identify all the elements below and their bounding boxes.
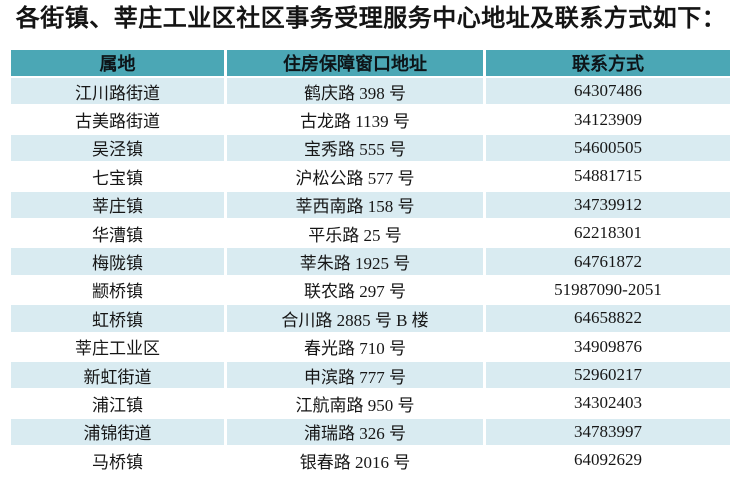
address-cell: 莘朱路 1925 号 [227,248,486,277]
table-row: 七宝镇 沪松公路 577 号 54881715 [11,163,730,192]
address-cell: 江航南路 950 号 [227,390,486,419]
contact-cell: 34302403 [486,390,730,419]
contact-cell: 64761872 [486,248,730,277]
contact-cell: 54600505 [486,134,730,164]
table-row: 古美路街道 古龙路 1139 号 34123909 [11,106,730,135]
table-row: 吴泾镇 宝秀路 555 号 54600505 [11,134,730,164]
district-cell: 莘庄镇 [11,191,227,220]
contact-cell: 64307486 [486,78,730,107]
address-cell: 银春路 2016 号 [227,447,486,476]
contact-cell: 34739912 [486,191,730,220]
address-cell: 浦瑞路 326 号 [227,418,486,448]
district-cell: 七宝镇 [11,163,227,192]
address-cell: 平乐路 25 号 [227,219,486,249]
table-row: 梅陇镇 莘朱路 1925 号 64761872 [11,248,730,277]
district-cell: 古美路街道 [11,106,227,135]
contact-cell: 51987090-2051 [486,276,730,306]
address-cell: 春光路 710 号 [227,333,486,362]
contact-cell: 34123909 [486,106,730,135]
address-cell: 鹤庆路 398 号 [227,78,486,107]
district-cell: 莘庄工业区 [11,333,227,362]
district-cell: 梅陇镇 [11,248,227,277]
column-header-address: 住房保障窗口地址 [227,50,486,78]
address-cell: 合川路 2885 号 B 楼 [227,305,486,334]
district-cell: 江川路街道 [11,78,227,107]
district-cell: 虹桥镇 [11,305,227,334]
address-cell: 申滨路 777 号 [227,361,486,391]
table-row: 江川路街道 鹤庆路 398 号 64307486 [11,78,730,107]
district-cell: 颛桥镇 [11,276,227,306]
contact-cell: 52960217 [486,361,730,391]
table-body: 江川路街道 鹤庆路 398 号 64307486 古美路街道 古龙路 1139 … [11,78,730,476]
district-cell: 浦江镇 [11,390,227,419]
address-cell: 宝秀路 555 号 [227,134,486,164]
address-cell: 古龙路 1139 号 [227,106,486,135]
column-header-contact: 联系方式 [486,50,730,78]
contact-cell: 64092629 [486,447,730,476]
district-cell: 吴泾镇 [11,134,227,164]
column-header-district: 属地 [11,50,227,78]
table-row: 莘庄工业区 春光路 710 号 34909876 [11,333,730,362]
contact-cell: 34783997 [486,418,730,448]
district-cell: 马桥镇 [11,447,227,476]
contact-cell: 54881715 [486,163,730,192]
district-cell: 华漕镇 [11,219,227,249]
page-title: 各街镇、莘庄工业区社区事务受理服务中心地址及联系方式如下： [15,5,727,32]
district-cell: 新虹街道 [11,361,227,391]
table-header-row: 属地 住房保障窗口地址 联系方式 [11,50,730,78]
contact-cell: 34909876 [486,333,730,362]
address-cell: 沪松公路 577 号 [227,163,486,192]
table-row: 虹桥镇 合川路 2885 号 B 楼 64658822 [11,305,730,334]
table-row: 浦江镇 江航南路 950 号 34302403 [11,390,730,419]
table-header: 属地 住房保障窗口地址 联系方式 [11,50,730,78]
table-row: 华漕镇 平乐路 25 号 62218301 [11,219,730,249]
table-row: 莘庄镇 莘西南路 158 号 34739912 [11,191,730,220]
district-cell: 浦锦街道 [11,418,227,448]
address-cell: 莘西南路 158 号 [227,191,486,220]
table-row: 浦锦街道 浦瑞路 326 号 34783997 [11,418,730,448]
table-row: 新虹街道 申滨路 777 号 52960217 [11,361,730,391]
table-row: 颛桥镇 联农路 297 号 51987090-2051 [11,276,730,306]
address-cell: 联农路 297 号 [227,276,486,306]
contact-cell: 62218301 [486,219,730,249]
service-centers-table: 属地 住房保障窗口地址 联系方式 江川路街道 鹤庆路 398 号 6430748… [11,50,730,476]
table-row: 马桥镇 银春路 2016 号 64092629 [11,447,730,476]
contact-cell: 64658822 [486,305,730,334]
